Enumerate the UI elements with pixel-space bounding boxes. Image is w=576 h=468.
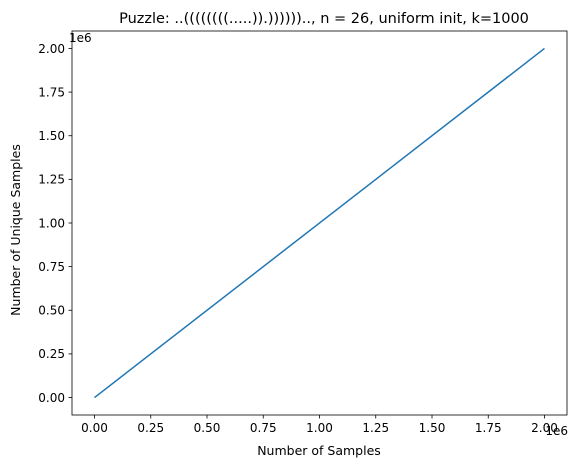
x-tick-label: 1.75	[475, 421, 502, 435]
y-axis-label: Number of Unique Samples	[8, 144, 23, 316]
y-tick-label: 0.50	[38, 304, 65, 318]
plot-area	[71, 30, 568, 416]
y-tick-label: 1.50	[38, 129, 65, 143]
x-tick-label: 1.50	[419, 421, 446, 435]
x-tick-label: 0.75	[250, 421, 277, 435]
series-line-0	[94, 47, 545, 399]
x-tick-label: 0.50	[194, 421, 221, 435]
x-tick-label: 2.00	[531, 421, 558, 435]
chart-title: Puzzle: ..((((((((.....)).)))))).., n = …	[119, 11, 529, 27]
y-tick-label: 0.25	[38, 347, 65, 361]
y-tick-label: 2.00	[38, 42, 65, 56]
y-axis-ticks: 0.00 0.25 0.50 0.75 1.00 1.25 1.50 1.75 2.00	[38, 42, 72, 405]
x-axis-ticks: 0.00 0.25 0.50 0.75 1.00 1.25 1.50 1.75 2.00	[81, 415, 558, 435]
y-tick-label: 1.00	[38, 216, 65, 230]
x-axis-offset-label: 1e6	[545, 424, 568, 438]
y-tick-label: 1.25	[38, 173, 65, 187]
x-tick-label: 1.00	[306, 421, 333, 435]
y-tick-label: 0.75	[38, 260, 65, 274]
x-tick-label: 0.25	[137, 421, 164, 435]
x-tick-label: 1.25	[362, 421, 389, 435]
y-tick-label: 1.75	[38, 85, 65, 99]
x-axis-label: Number of Samples	[257, 443, 381, 458]
y-axis-offset-label: 1e6	[69, 31, 92, 45]
x-tick-label: 0.00	[81, 421, 108, 435]
y-tick-label: 0.00	[38, 391, 65, 405]
